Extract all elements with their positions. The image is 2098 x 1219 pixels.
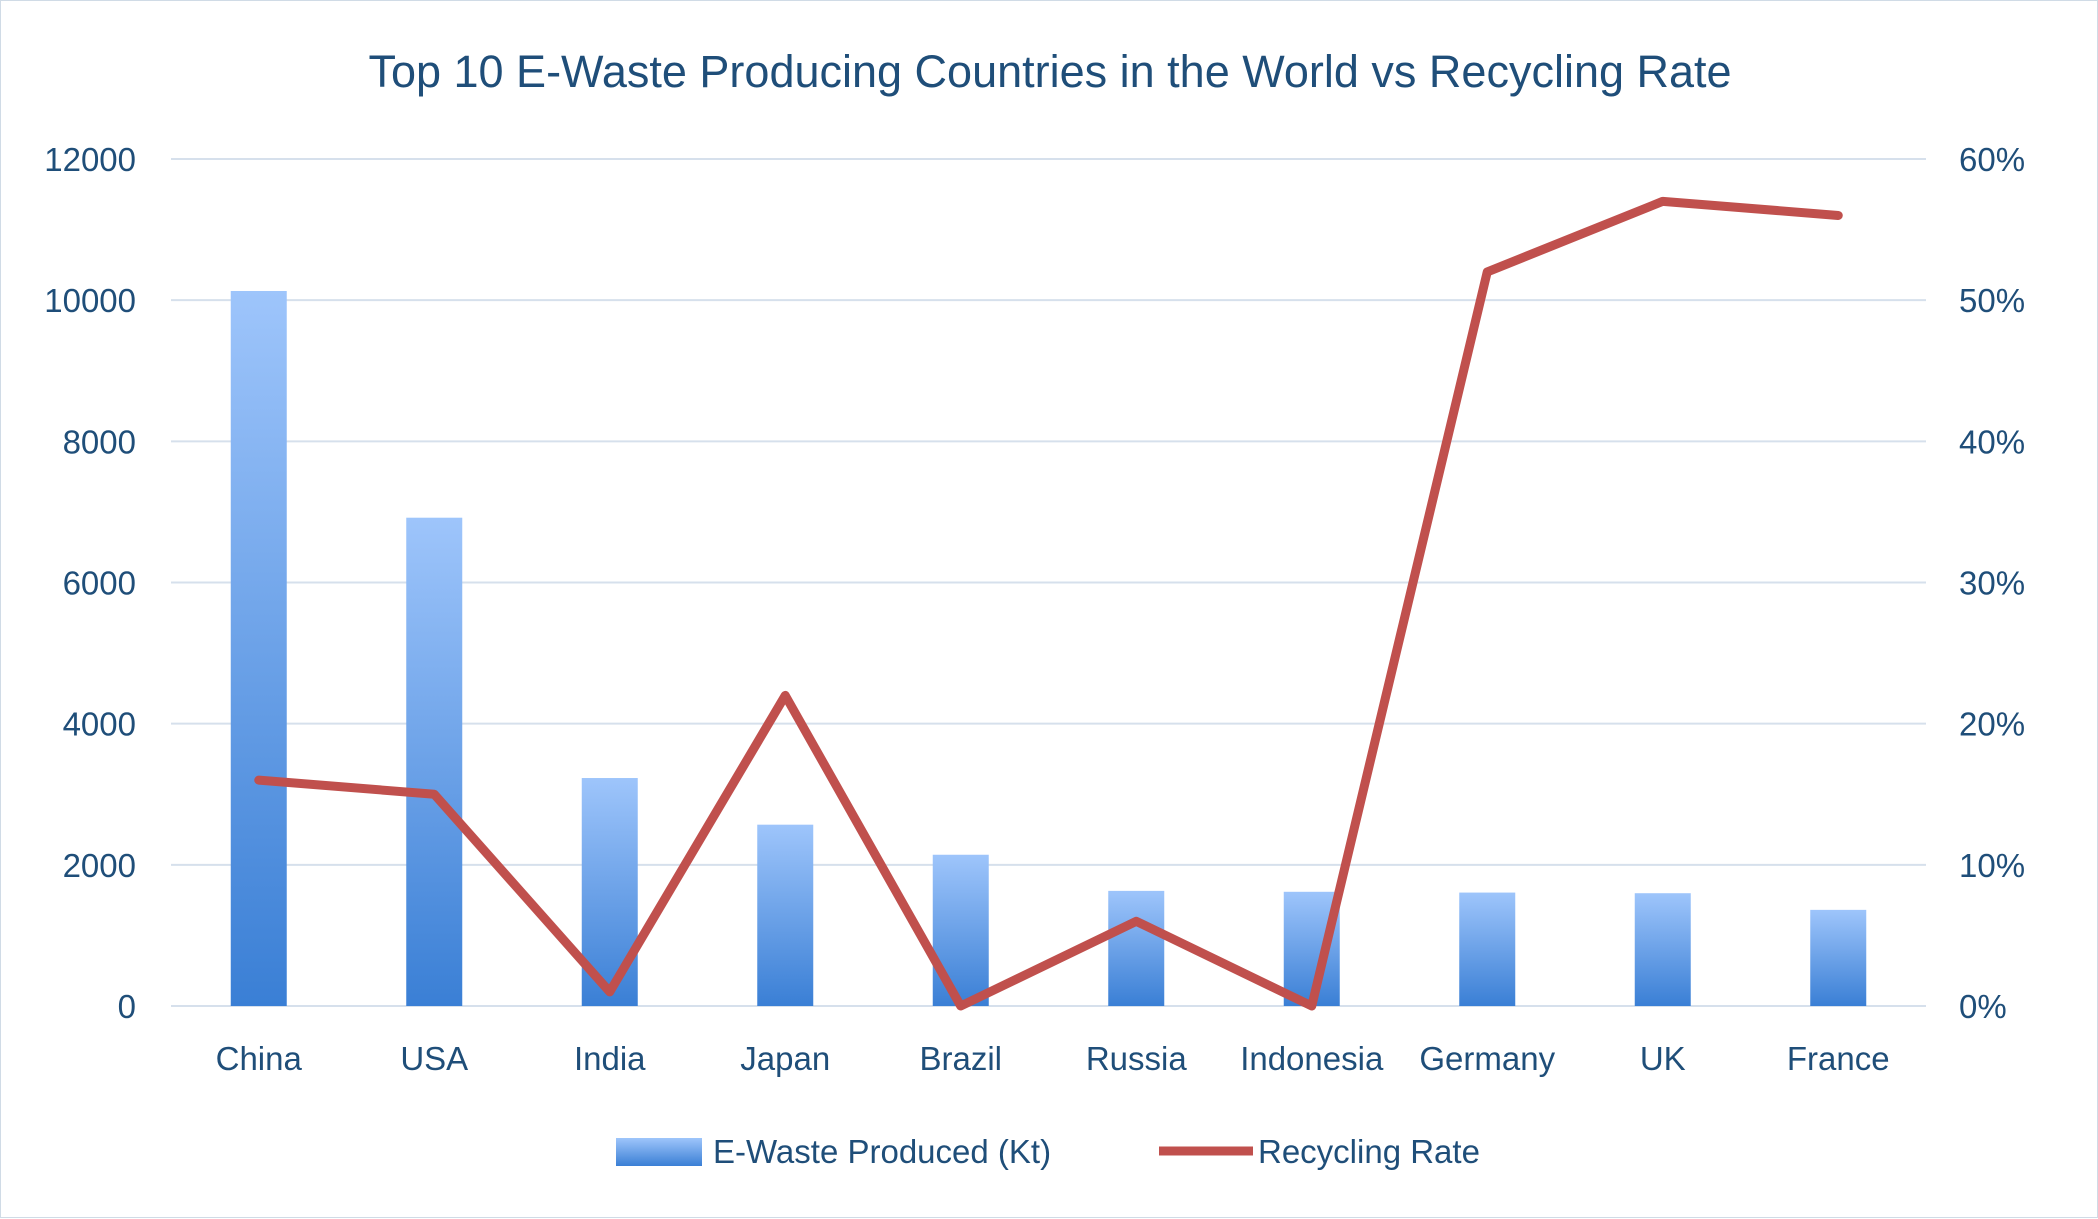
left-axis-ticks: 0 2000 4000 6000 8000 10000 12000 <box>44 141 136 1025</box>
bar-germany <box>1459 892 1516 1006</box>
right-tick-label: 50% <box>1959 282 2025 319</box>
bar-uk <box>1634 893 1691 1006</box>
left-tick-label: 2000 <box>63 847 136 884</box>
legend-label-recycling: Recycling Rate <box>1258 1133 1480 1170</box>
category-labels: China USA India Japan Brazil Russia Indonesia G… <box>216 1040 1890 1077</box>
line-series <box>254 196 1843 1011</box>
left-tick-label: 8000 <box>63 423 136 460</box>
recycling-point-japan <box>784 694 786 696</box>
chart-title: Top 10 E-Waste Producing Countries in th… <box>368 46 1731 97</box>
left-tick-label: 0 <box>118 988 136 1025</box>
legend-swatch-ewaste <box>616 1138 702 1166</box>
right-tick-label: 10% <box>1959 847 2025 884</box>
legend-label-ewaste: E-Waste Produced (Kt) <box>713 1133 1051 1170</box>
recycling-point-germany <box>1486 271 1488 273</box>
bar-japan <box>757 824 814 1006</box>
recycling-point-russia <box>1135 920 1137 922</box>
right-tick-label: 30% <box>1959 565 2025 602</box>
recycling-point-india <box>609 991 611 993</box>
left-tick-label: 6000 <box>63 565 136 602</box>
left-tick-label: 4000 <box>63 706 136 743</box>
right-tick-label: 20% <box>1959 706 2025 743</box>
category-label: France <box>1787 1040 1890 1077</box>
category-label: China <box>216 1040 303 1077</box>
category-label: UK <box>1640 1040 1686 1077</box>
category-label: Indonesia <box>1240 1040 1384 1077</box>
category-label: India <box>574 1040 646 1077</box>
recycling-point-usa <box>433 793 435 795</box>
right-tick-label: 60% <box>1959 141 2025 178</box>
bar-china <box>230 290 287 1006</box>
right-tick-label: 0% <box>1959 988 2007 1025</box>
bar-series <box>230 290 1867 1006</box>
recycling-point-china <box>258 779 260 781</box>
category-label: USA <box>400 1040 468 1077</box>
gridlines <box>171 158 1926 1007</box>
category-label: Russia <box>1086 1040 1188 1077</box>
bar-usa <box>406 517 463 1006</box>
recycling-point-uk <box>1662 200 1664 202</box>
recycling-rate-line <box>254 196 1843 1011</box>
category-label: Brazil <box>919 1040 1002 1077</box>
legend: E-Waste Produced (Kt) Recycling Rate <box>616 1133 1480 1170</box>
recycling-point-indonesia <box>1311 1005 1313 1007</box>
bar-russia <box>1108 890 1165 1006</box>
category-label: Germany <box>1419 1040 1555 1077</box>
right-tick-label: 40% <box>1959 423 2025 460</box>
bar-france <box>1810 909 1867 1006</box>
category-label: Japan <box>740 1040 830 1077</box>
recycling-point-france <box>1837 214 1839 216</box>
right-axis-ticks: 0% 10% 20% 30% 40% 50% 60% <box>1959 141 2025 1025</box>
recycling-point-brazil <box>960 1005 962 1007</box>
left-tick-label: 12000 <box>44 141 136 178</box>
left-tick-label: 10000 <box>44 282 136 319</box>
bar-brazil <box>932 854 989 1006</box>
